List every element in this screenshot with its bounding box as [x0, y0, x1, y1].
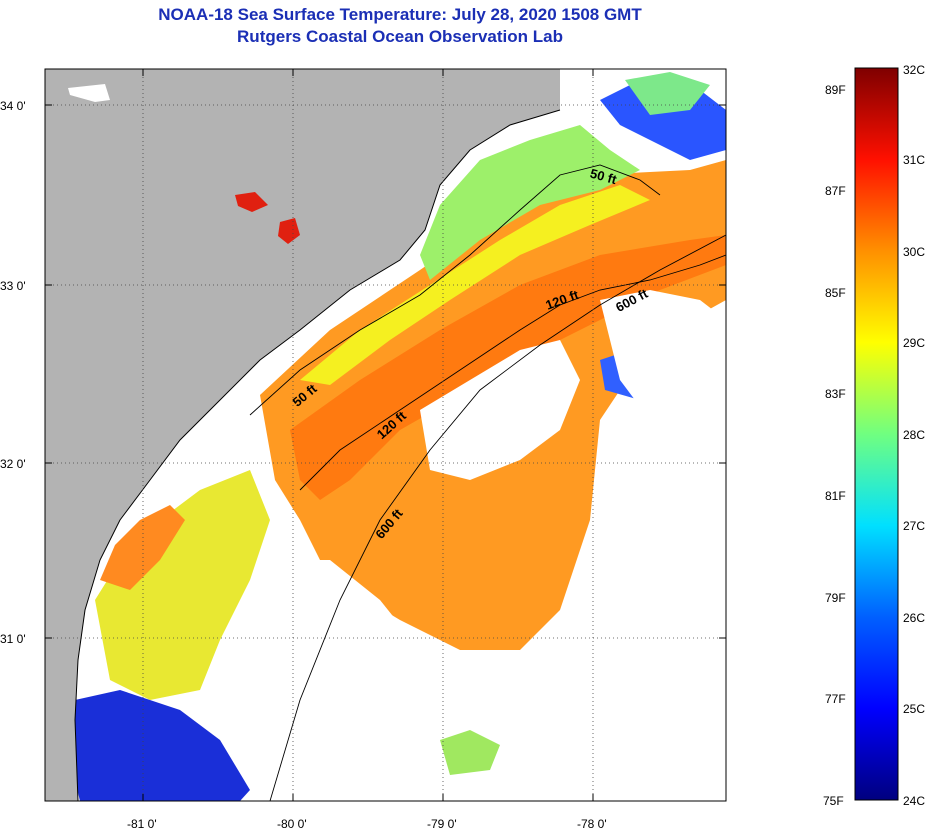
- depth-label-50ft-north: 50 ft: [589, 166, 619, 188]
- sst-green-patch-ne: [625, 72, 710, 115]
- map-title: NOAA-18 Sea Surface Temperature: July 28…: [0, 4, 800, 48]
- cloud-patch-1: [420, 340, 580, 480]
- sst-nearshore-cool: [420, 125, 640, 280]
- inland-lake-2: [278, 218, 300, 244]
- lon-label-79: -79 0': [427, 817, 457, 831]
- lon-label-81: -81 0': [127, 817, 157, 831]
- title-line: NOAA-18 Sea Surface Temperature: July 28…: [158, 5, 642, 24]
- sst-south-yellow: [95, 470, 270, 700]
- lat-label-34: 34 0': [0, 99, 26, 113]
- sst-south-orange: [100, 505, 185, 590]
- map-frame: [44, 68, 727, 802]
- inland-lake-1: [235, 192, 268, 212]
- graticule: [45, 69, 726, 801]
- contour-120ft: [299, 254, 726, 491]
- subtitle-line: Rutgers Coastal Ocean Observation Lab: [237, 27, 563, 46]
- axis-ticks: [45, 69, 726, 801]
- lat-label-33: 33 0': [0, 279, 26, 293]
- contour-600ft: [269, 234, 726, 801]
- inland-lake-3: [68, 84, 110, 102]
- sst-green-patch-south: [440, 730, 500, 775]
- land-mass: [45, 69, 560, 801]
- sst-cool-patch-sw: [70, 690, 250, 801]
- coastline: [74, 109, 561, 801]
- cloud-patch-4: [640, 490, 726, 650]
- cloud-patch-3: [250, 560, 440, 801]
- lon-label-78: -78 0': [577, 817, 607, 831]
- map-area: [45, 69, 726, 801]
- lat-label-31: 31 0': [0, 632, 26, 646]
- lon-label-80: -80 0': [277, 817, 307, 831]
- contour-50ft: [249, 164, 661, 416]
- cloud-patch-2: [600, 290, 726, 430]
- lat-label-32: 32 0': [0, 457, 26, 471]
- sst-nearshore-yellow: [300, 185, 650, 385]
